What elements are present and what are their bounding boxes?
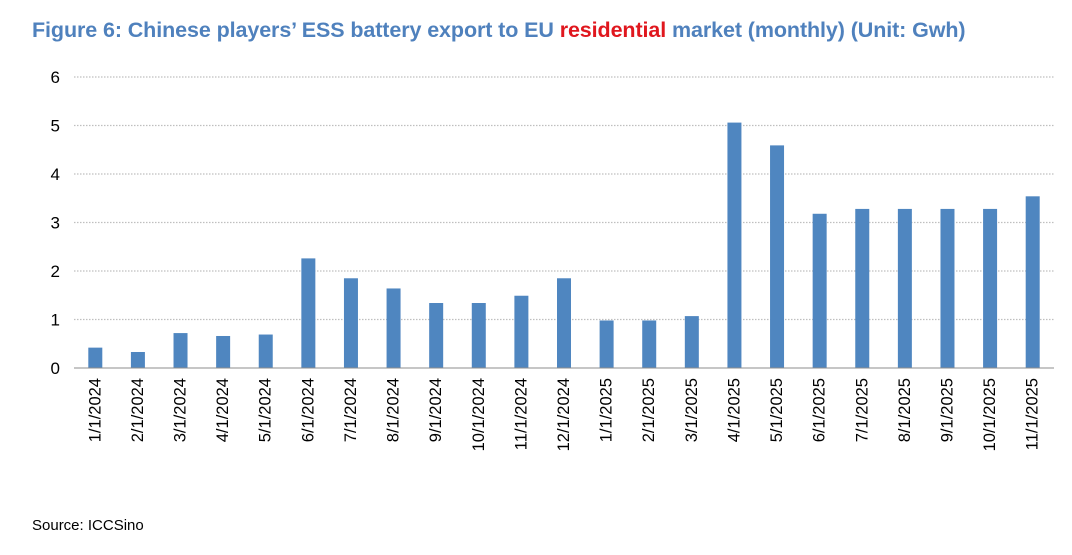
source-note: Source: ICCSino — [32, 517, 144, 534]
x-tick-label: 11/1/2025 — [1024, 378, 1042, 450]
x-tick-label: 4/1/2024 — [214, 378, 232, 442]
y-tick-label: 6 — [51, 68, 60, 87]
x-tick-label: 2/1/2024 — [129, 378, 147, 442]
x-tick-label: 4/1/2025 — [725, 378, 743, 442]
chart-title: Figure 6: Chinese players’ ESS battery e… — [32, 18, 966, 43]
bar — [812, 213, 827, 368]
y-tick-label: 2 — [51, 262, 60, 281]
bar — [386, 288, 401, 368]
x-tick-label: 3/1/2024 — [172, 378, 190, 442]
x-tick-label: 7/1/2025 — [853, 378, 871, 442]
bar — [940, 208, 955, 368]
bar — [770, 145, 785, 368]
bar — [855, 208, 870, 368]
bar — [343, 278, 358, 368]
x-tick-label: 8/1/2024 — [385, 378, 403, 442]
bar — [301, 258, 316, 368]
y-axis-ticks: 0 1 2 3 4 5 6 — [51, 68, 60, 378]
x-tick-label: 1/1/2024 — [86, 378, 104, 442]
x-tick-label: 5/1/2025 — [768, 378, 786, 442]
x-tick-label: 1/1/2025 — [598, 378, 616, 442]
bar — [642, 320, 657, 368]
y-tick-label: 5 — [51, 117, 60, 136]
bar-chart: 0 1 2 3 4 5 6 1/1/2024 2/1/2024 3/1/2024 4/1/2024… — [51, 68, 1054, 451]
bar — [727, 122, 742, 368]
bar — [983, 208, 998, 368]
x-tick-label: 5/1/2024 — [257, 378, 275, 442]
chart-title-prefix: Figure 6: Chinese players’ ESS battery e… — [32, 18, 560, 42]
bar — [88, 347, 103, 368]
bars — [88, 122, 1040, 368]
x-tick-label: 8/1/2025 — [896, 378, 914, 442]
x-tick-label: 6/1/2025 — [811, 378, 829, 442]
x-tick-label: 2/1/2025 — [640, 378, 658, 442]
bar — [514, 295, 529, 368]
x-tick-label: 9/1/2024 — [427, 378, 445, 442]
x-tick-label: 7/1/2024 — [342, 378, 360, 442]
x-tick-label: 6/1/2024 — [299, 378, 317, 442]
bar — [684, 316, 699, 368]
x-tick-label: 10/1/2025 — [981, 378, 999, 451]
y-tick-label: 1 — [51, 311, 60, 330]
bar — [130, 351, 145, 368]
x-tick-label: 12/1/2024 — [555, 378, 573, 451]
bar — [216, 335, 231, 368]
bar — [258, 334, 273, 368]
chart-title-highlight: residential — [559, 18, 667, 42]
x-tick-label: 10/1/2024 — [470, 378, 488, 451]
chart-title-suffix: market (monthly) (Unit: Gwh) — [666, 18, 966, 42]
bar — [557, 278, 571, 368]
bar — [173, 333, 188, 368]
x-tick-label: 9/1/2025 — [938, 378, 956, 442]
x-tick-label: 3/1/2025 — [683, 378, 701, 442]
y-tick-label: 0 — [51, 359, 60, 378]
y-tick-label: 3 — [51, 214, 60, 233]
bar — [897, 208, 912, 368]
bar — [1025, 196, 1040, 368]
bar — [429, 303, 444, 368]
x-tick-label: 11/1/2024 — [512, 378, 530, 450]
bar — [471, 303, 486, 368]
y-tick-label: 4 — [51, 165, 60, 184]
x-axis-ticks: 1/1/2024 2/1/2024 3/1/2024 4/1/2024 5/1/2024… — [86, 378, 1041, 451]
gridlines — [74, 76, 1054, 321]
bar — [599, 320, 614, 368]
